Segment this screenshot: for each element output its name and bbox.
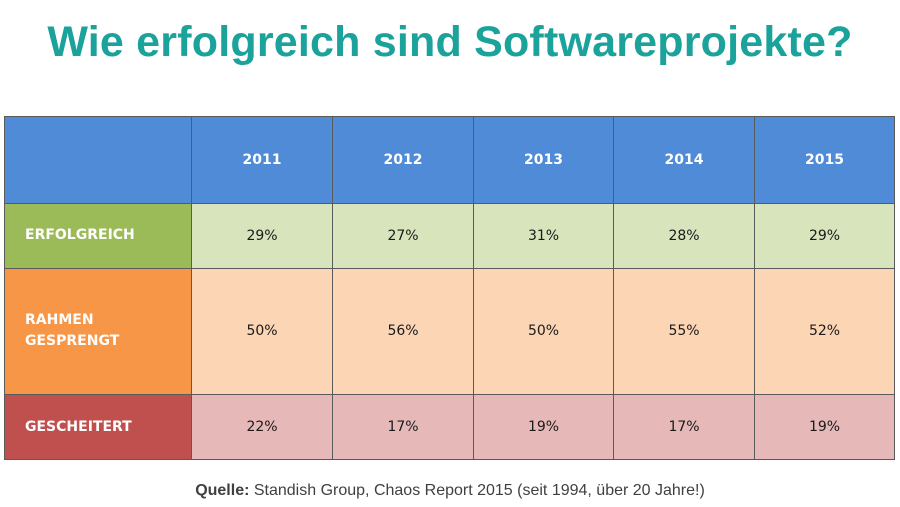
value-cell: 19% (473, 394, 614, 460)
value-cell: 17% (613, 394, 755, 460)
value-cell: 27% (332, 203, 474, 269)
header-year-2014: 2014 (613, 116, 755, 204)
source-label: Quelle: (195, 482, 250, 499)
value-cell: 31% (473, 203, 614, 269)
row-label-line: RAHMEN (25, 312, 94, 329)
value-cell: 55% (613, 267, 755, 396)
row-label-line: GESCHEITERT (25, 418, 132, 435)
value-cell: 17% (332, 394, 474, 460)
row-label-line: ERFOLGREICH (25, 227, 135, 244)
value-cell: 50% (473, 267, 614, 396)
header-year-2011: 2011 (191, 116, 333, 204)
row-label-rahmen-gesprengt: RAHMEN GESPRENGT (4, 267, 192, 396)
header-year-2012: 2012 (332, 116, 474, 204)
header-corner-cell (4, 116, 192, 204)
row-label-erfolgreich: ERFOLGREICH (4, 203, 192, 269)
source-note: Quelle: Standish Group, Chaos Report 201… (0, 482, 900, 500)
header-row: 2011 2012 2013 2014 2015 (4, 116, 895, 204)
row-label-line: GESPRENGT (25, 333, 120, 350)
source-text: Standish Group, Chaos Report 2015 (seit … (249, 482, 705, 499)
value-cell: 50% (191, 267, 333, 396)
header-year-2015: 2015 (754, 116, 895, 204)
value-cell: 56% (332, 267, 474, 396)
value-cell: 29% (754, 203, 895, 269)
value-cell: 28% (613, 203, 755, 269)
value-cell: 19% (754, 394, 895, 460)
value-cell: 52% (754, 267, 895, 396)
results-table: 2011 2012 2013 2014 2015 ERFOLGREICH 29%… (4, 116, 895, 460)
row-erfolgreich: ERFOLGREICH 29% 27% 31% 28% 29% (4, 203, 895, 269)
page-title: Wie erfolgreich sind Softwareprojekte? (47, 18, 853, 66)
value-cell: 22% (191, 394, 333, 460)
value-cell: 29% (191, 203, 333, 269)
header-year-2013: 2013 (473, 116, 614, 204)
row-rahmen-gesprengt: RAHMEN GESPRENGT 50% 56% 50% 55% 52% (4, 267, 895, 396)
row-gescheitert: GESCHEITERT 22% 17% 19% 17% 19% (4, 394, 895, 460)
row-label-gescheitert: GESCHEITERT (4, 394, 192, 460)
